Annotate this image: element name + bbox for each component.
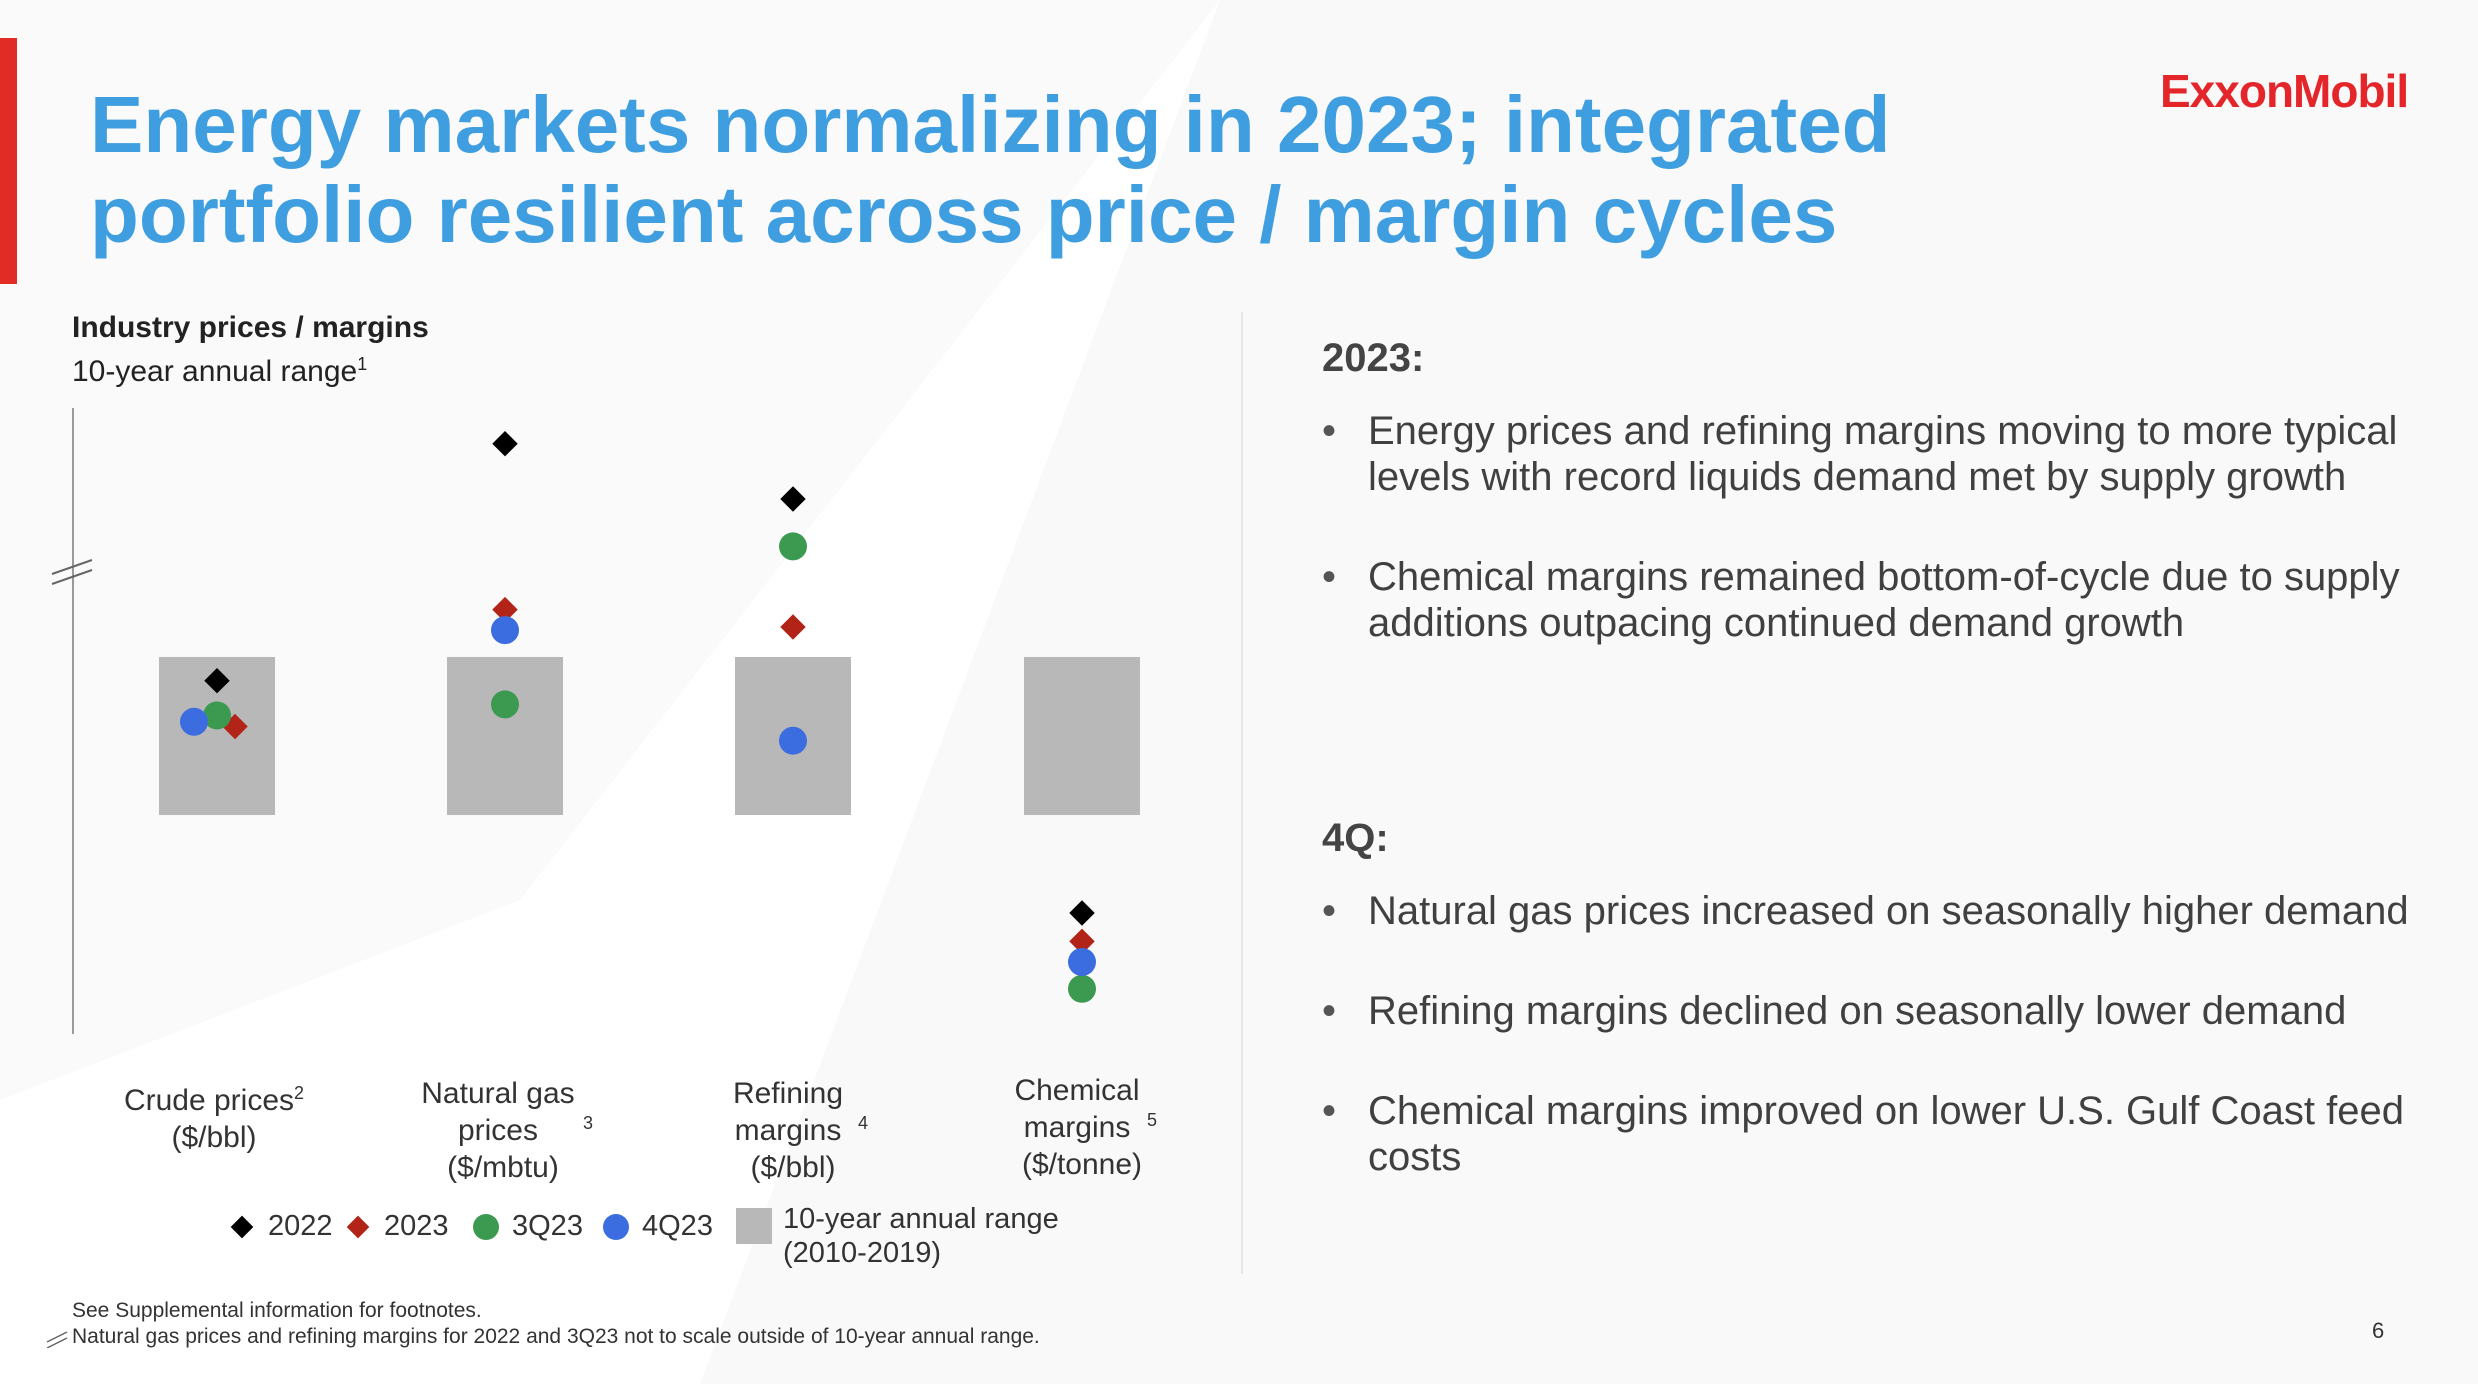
legend-range-label: 10-year annual range (2010-2019)	[783, 1203, 1059, 1269]
axis-break-note-icon	[46, 1331, 68, 1348]
legend-item-2023: 2023	[344, 1210, 449, 1243]
page-number: 6	[2372, 1318, 2385, 1343]
point-2022-2	[780, 486, 806, 512]
category-label-crude: Crude prices2 ($/bbl)	[123, 1083, 305, 1154]
price-margin-chart	[51, 408, 1140, 1034]
footnote-line-2: Natural gas prices and refining margins …	[72, 1325, 1040, 1348]
point-3q23-3	[1068, 974, 1096, 1003]
chart-subtitle: 10-year annual range	[72, 355, 358, 388]
range-band-3	[1024, 657, 1140, 815]
category-label-natural-gas: Natural gas prices 3 ($/mbtu)	[421, 1077, 593, 1184]
legend-diamond-red-icon	[346, 1215, 370, 1238]
legend-circle-green-icon	[473, 1213, 499, 1240]
footnotes: See Supplemental information for footnot…	[46, 1298, 1040, 1350]
section-4q-bullets: Natural gas prices increased on seasonal…	[1322, 888, 2432, 1180]
section-2023-bullets: Energy prices and refining margins movin…	[1322, 408, 2432, 646]
point-2022-1	[492, 430, 518, 457]
bullet-item: Refining margins declined on seasonally …	[1322, 988, 2432, 1034]
bullet-item: Chemical margins remained bottom-of-cycl…	[1322, 554, 2432, 646]
panel-divider	[1241, 312, 1243, 1274]
legend-range-swatch-icon	[736, 1208, 772, 1244]
legend-item-4q23: 4Q23	[602, 1210, 713, 1243]
point-4q23-2	[779, 726, 807, 755]
section-4q-heading: 4Q:	[1322, 816, 1389, 860]
point-4q23-3	[1068, 947, 1096, 976]
section-2023-heading: 2023:	[1322, 336, 1425, 380]
page-title: Energy markets normalizing in 2023; inte…	[90, 80, 1891, 259]
chart-heading: Industry prices / margins 10-year annual…	[72, 310, 429, 390]
footnote-line-1: See Supplemental information for footnot…	[72, 1299, 482, 1322]
chart-title: Industry prices / margins	[72, 311, 429, 344]
point-2023-1	[492, 596, 518, 623]
legend-item-2022: 2022	[228, 1210, 333, 1243]
bullet-item: Natural gas prices increased on seasonal…	[1322, 888, 2432, 934]
category-label-chemical: Chemical margins 5 ($/tonne)	[1014, 1074, 1157, 1181]
legend-circle-blue-icon	[603, 1213, 629, 1240]
accent-bar	[0, 38, 17, 284]
point-4q23-0	[180, 707, 208, 736]
legend-item-range	[736, 1208, 772, 1244]
bullet-item: Energy prices and refining margins movin…	[1322, 408, 2432, 500]
chart-subtitle-footnote: 1	[357, 354, 368, 374]
point-3q23-2	[779, 532, 807, 561]
axis-break-icon	[51, 559, 93, 585]
bullet-item: Chemical margins improved on lower U.S. …	[1322, 1088, 2432, 1180]
legend-item-3q23: 3Q23	[472, 1210, 583, 1243]
range-band-1	[447, 657, 563, 815]
point-3q23-1	[491, 690, 519, 719]
point-2022-3	[1069, 900, 1095, 926]
point-3q23-0	[203, 701, 231, 730]
point-2022-0	[204, 667, 230, 694]
legend-diamond-black-icon	[230, 1215, 254, 1238]
category-label-refining: Refining margins 4 ($/bbl)	[732, 1077, 868, 1184]
exxonmobil-logo: ExxonMobil	[2160, 65, 2409, 117]
point-4q23-1	[491, 616, 519, 645]
point-2023-2	[780, 614, 806, 640]
